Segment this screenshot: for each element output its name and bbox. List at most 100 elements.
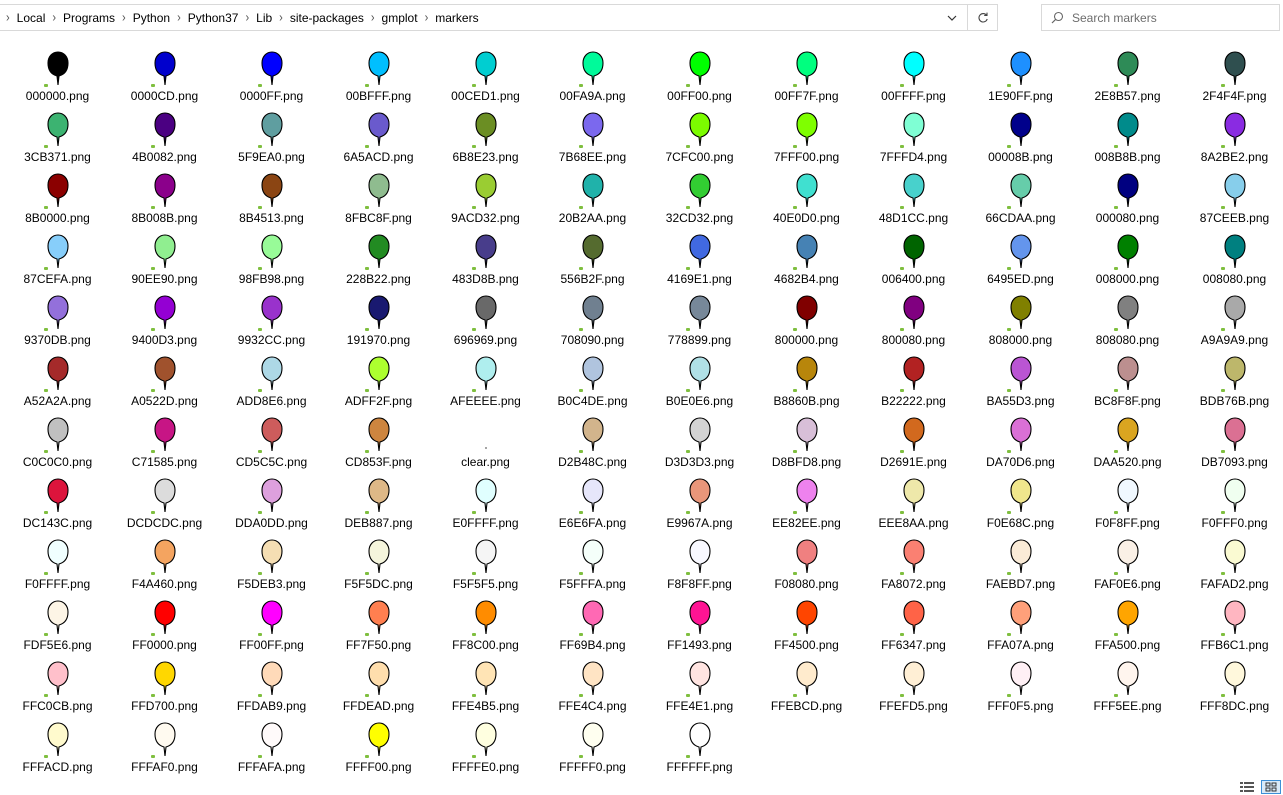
file-item[interactable]: F0E68C.png <box>967 471 1074 532</box>
breadcrumb-item[interactable]: Local <box>16 10 46 25</box>
file-item[interactable]: 8B4513.png <box>218 166 325 227</box>
file-item[interactable]: DEB887.png <box>325 471 432 532</box>
file-item[interactable]: FFD700.png <box>111 654 218 715</box>
file-item[interactable]: 32CD32.png <box>646 166 753 227</box>
file-item[interactable]: 00FF00.png <box>646 44 753 105</box>
file-item[interactable]: C71585.png <box>111 410 218 471</box>
file-item[interactable]: 006400.png <box>860 227 967 288</box>
file-item[interactable]: F8F8FF.png <box>646 532 753 593</box>
file-item[interactable]: 008000.png <box>1074 227 1181 288</box>
file-item[interactable]: DB7093.png <box>1181 410 1283 471</box>
file-item[interactable]: B22222.png <box>860 349 967 410</box>
file-item[interactable]: ADFF2F.png <box>325 349 432 410</box>
details-view-button[interactable] <box>1237 780 1257 794</box>
breadcrumb-item[interactable]: site-packages <box>289 10 364 25</box>
breadcrumb-item[interactable]: markers <box>435 10 479 25</box>
file-item[interactable]: C0C0C0.png <box>4 410 111 471</box>
file-item[interactable]: E9967A.png <box>646 471 753 532</box>
file-item[interactable]: FFF0F5.png <box>967 654 1074 715</box>
file-item[interactable]: D8BFD8.png <box>753 410 860 471</box>
file-item[interactable]: FF69B4.png <box>539 593 646 654</box>
breadcrumb-separator-icon[interactable]: › <box>279 10 283 25</box>
file-item[interactable]: E0FFFF.png <box>432 471 539 532</box>
file-item[interactable]: 7FFFD4.png <box>860 105 967 166</box>
file-item[interactable]: FFB6C1.png <box>1181 593 1283 654</box>
file-item[interactable]: 0000CD.png <box>111 44 218 105</box>
file-item[interactable]: FFC0CB.png <box>4 654 111 715</box>
file-item[interactable]: B8860B.png <box>753 349 860 410</box>
file-item[interactable]: 9ACD32.png <box>432 166 539 227</box>
file-item[interactable]: 48D1CC.png <box>860 166 967 227</box>
file-item[interactable]: FFA07A.png <box>967 593 1074 654</box>
file-item[interactable]: 66CDAA.png <box>967 166 1074 227</box>
file-item[interactable]: CD5C5C.png <box>218 410 325 471</box>
breadcrumb-item[interactable]: Lib <box>256 10 273 25</box>
file-item[interactable]: 696969.png <box>432 288 539 349</box>
file-item[interactable]: 228B22.png <box>325 227 432 288</box>
file-item[interactable]: 5F9EA0.png <box>218 105 325 166</box>
file-item[interactable]: 808000.png <box>967 288 1074 349</box>
file-item[interactable]: B0C4DE.png <box>539 349 646 410</box>
file-item[interactable]: 90EE90.png <box>111 227 218 288</box>
large-icons-view-button[interactable] <box>1261 780 1281 794</box>
file-item[interactable]: 4682B4.png <box>753 227 860 288</box>
file-item[interactable]: F0FFF0.png <box>1181 471 1283 532</box>
file-item[interactable]: FF6347.png <box>860 593 967 654</box>
file-item[interactable]: FF0000.png <box>111 593 218 654</box>
file-item[interactable]: 8B008B.png <box>111 166 218 227</box>
file-item[interactable]: F5DEB3.png <box>218 532 325 593</box>
file-item[interactable]: 9932CC.png <box>218 288 325 349</box>
file-item[interactable]: 708090.png <box>539 288 646 349</box>
file-item[interactable]: FFE4B5.png <box>432 654 539 715</box>
file-item[interactable]: FAFAD2.png <box>1181 532 1283 593</box>
file-item[interactable]: 6A5ACD.png <box>325 105 432 166</box>
breadcrumb-item[interactable]: Python <box>132 10 171 25</box>
file-item[interactable]: D2B48C.png <box>539 410 646 471</box>
file-item[interactable]: 778899.png <box>646 288 753 349</box>
address-dropdown-button[interactable] <box>939 5 965 30</box>
file-item[interactable]: 800080.png <box>860 288 967 349</box>
file-item[interactable]: FFFACD.png <box>4 715 111 776</box>
breadcrumb-separator-icon[interactable]: › <box>177 10 181 25</box>
file-item[interactable]: 87CEFA.png <box>4 227 111 288</box>
file-item[interactable]: 87CEEB.png <box>1181 166 1283 227</box>
file-item[interactable]: 00FA9A.png <box>539 44 646 105</box>
file-item[interactable]: 483D8B.png <box>432 227 539 288</box>
file-item[interactable]: 8A2BE2.png <box>1181 105 1283 166</box>
file-item[interactable]: 2E8B57.png <box>1074 44 1181 105</box>
file-item[interactable]: FFE4E1.png <box>646 654 753 715</box>
file-item[interactable]: 7CFC00.png <box>646 105 753 166</box>
file-item[interactable]: FFFAF0.png <box>111 715 218 776</box>
file-item[interactable]: FFFFE0.png <box>432 715 539 776</box>
file-item[interactable]: F08080.png <box>753 532 860 593</box>
file-item[interactable]: B0E0E6.png <box>646 349 753 410</box>
file-item[interactable]: FF8C00.png <box>432 593 539 654</box>
file-item[interactable]: DC143C.png <box>4 471 111 532</box>
file-item[interactable]: 1E90FF.png <box>967 44 1074 105</box>
file-item[interactable]: 191970.png <box>325 288 432 349</box>
breadcrumb-separator-icon[interactable]: › <box>424 10 429 25</box>
file-item[interactable]: F5FFFA.png <box>539 532 646 593</box>
file-item[interactable]: FAF0E6.png <box>1074 532 1181 593</box>
file-item[interactable]: 00BFFF.png <box>325 44 432 105</box>
file-item[interactable]: FFDAB9.png <box>218 654 325 715</box>
file-item[interactable]: 556B2F.png <box>539 227 646 288</box>
file-item[interactable]: 7B68EE.png <box>539 105 646 166</box>
file-item[interactable]: 008080.png <box>1181 227 1283 288</box>
file-item[interactable]: ADD8E6.png <box>218 349 325 410</box>
breadcrumb-separator-icon[interactable]: › <box>52 10 57 25</box>
file-item[interactable]: FFEFD5.png <box>860 654 967 715</box>
file-item[interactable]: 4169E1.png <box>646 227 753 288</box>
file-item[interactable]: FFF5EE.png <box>1074 654 1181 715</box>
file-item[interactable]: 00FFFF.png <box>860 44 967 105</box>
file-item[interactable]: 7FFF00.png <box>753 105 860 166</box>
file-item[interactable]: FAEBD7.png <box>967 532 1074 593</box>
search-box[interactable] <box>1041 4 1280 31</box>
file-item[interactable]: FFEBCD.png <box>753 654 860 715</box>
file-item[interactable]: BDB76B.png <box>1181 349 1283 410</box>
file-item[interactable]: FF00FF.png <box>218 593 325 654</box>
breadcrumb-separator-icon[interactable]: › <box>370 10 375 25</box>
search-input[interactable] <box>1072 7 1272 28</box>
file-item[interactable]: FFE4C4.png <box>539 654 646 715</box>
file-item[interactable]: 6B8E23.png <box>432 105 539 166</box>
